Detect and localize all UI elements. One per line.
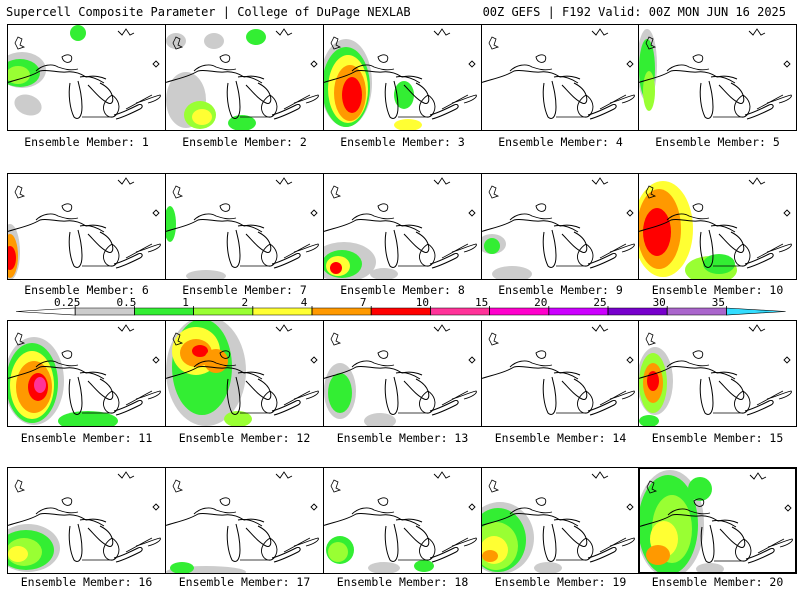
ensemble-member-label: Ensemble Member: 19 bbox=[494, 575, 627, 589]
great-lakes-map bbox=[639, 324, 792, 426]
ensemble-member-map bbox=[7, 24, 166, 131]
ensemble-member-label: Ensemble Member: 17 bbox=[178, 575, 311, 589]
great-lakes-map bbox=[8, 177, 161, 279]
ensemble-member-label: Ensemble Member: 11 bbox=[20, 431, 153, 445]
colorbar-swatch bbox=[311, 307, 372, 316]
ensemble-member-label: Ensemble Member: 10 bbox=[651, 283, 784, 297]
ensemble-member-map bbox=[165, 320, 324, 427]
colorbar-tick-label: 25 bbox=[593, 296, 606, 309]
great-lakes-map bbox=[482, 177, 635, 279]
colorbar-swatch bbox=[430, 307, 490, 316]
ensemble-member-map bbox=[323, 24, 482, 131]
ensemble-member-map bbox=[165, 173, 324, 280]
colorbar-swatch bbox=[252, 307, 313, 316]
colorbar-swatch bbox=[666, 307, 727, 316]
ensemble-member-label: Ensemble Member: 6 bbox=[24, 283, 149, 297]
great-lakes-map bbox=[324, 324, 477, 426]
ensemble-member-label: Ensemble Member: 1 bbox=[24, 135, 149, 149]
ensemble-member-label: Ensemble Member: 7 bbox=[182, 283, 307, 297]
colorbar-tick-label: 10 bbox=[416, 296, 429, 309]
great-lakes-map bbox=[166, 321, 319, 426]
ensemble-member-label: Ensemble Member: 16 bbox=[20, 575, 153, 589]
colorbar-tick-label: 4 bbox=[301, 296, 308, 309]
colorbar-swatch bbox=[74, 307, 135, 316]
great-lakes-map bbox=[8, 471, 161, 572]
great-lakes-map bbox=[8, 324, 161, 426]
ensemble-member-label: Ensemble Member: 14 bbox=[494, 431, 627, 445]
great-lakes-map bbox=[482, 471, 635, 573]
ensemble-member-label: Ensemble Member: 8 bbox=[340, 283, 465, 297]
ensemble-member-label: Ensemble Member: 12 bbox=[178, 431, 311, 445]
ensemble-member-map bbox=[481, 320, 640, 427]
colorbar-tick-label: 35 bbox=[712, 296, 725, 309]
great-lakes-map bbox=[166, 28, 319, 130]
colorbar-tick-label: 0.25 bbox=[54, 296, 81, 309]
great-lakes-map bbox=[166, 177, 319, 279]
colorbar-swatch bbox=[726, 307, 786, 316]
ensemble-member-map bbox=[165, 24, 324, 131]
great-lakes-map bbox=[8, 25, 161, 120]
colorbar-swatch bbox=[370, 307, 431, 316]
colorbar-tick-label: 20 bbox=[534, 296, 547, 309]
colorbar-swatch bbox=[134, 307, 194, 316]
ensemble-member-label: Ensemble Member: 15 bbox=[651, 431, 784, 445]
ensemble-member-label: Ensemble Member: 18 bbox=[336, 575, 469, 589]
ensemble-member-map bbox=[638, 173, 797, 280]
ensemble-member-map bbox=[7, 173, 166, 280]
colorbar-legend: 0.25 0.5 1 2 4 7 10 15 20 25 30 35 bbox=[15, 296, 786, 316]
ensemble-member-map bbox=[638, 320, 797, 427]
great-lakes-map bbox=[640, 470, 793, 572]
ensemble-member-map bbox=[481, 173, 640, 280]
ensemble-member-map bbox=[638, 467, 797, 574]
ensemble-member-map bbox=[638, 24, 797, 131]
colorbar-swatch bbox=[607, 307, 668, 316]
great-lakes-map bbox=[639, 177, 792, 279]
colorbar-swatch bbox=[193, 307, 254, 316]
ensemble-member-map bbox=[7, 320, 166, 427]
great-lakes-map bbox=[482, 324, 635, 416]
colorbar-swatch bbox=[548, 307, 609, 316]
great-lakes-map bbox=[482, 28, 635, 120]
colorbar-tick-label: 2 bbox=[241, 296, 248, 309]
colorbar-tick-label: 1 bbox=[182, 296, 189, 309]
colorbar-tick-label: 15 bbox=[475, 296, 488, 309]
great-lakes-map bbox=[324, 28, 477, 130]
colorbar-tick-label: 30 bbox=[653, 296, 666, 309]
ensemble-member-label: Ensemble Member: 5 bbox=[655, 135, 780, 149]
great-lakes-map bbox=[639, 28, 792, 120]
ensemble-member-map bbox=[481, 467, 640, 574]
ensemble-member-map bbox=[165, 467, 324, 574]
ensemble-member-map bbox=[481, 24, 640, 131]
colorbar-swatch bbox=[489, 307, 550, 316]
ensemble-member-label: Ensemble Member: 20 bbox=[651, 575, 784, 589]
ensemble-member-label: Ensemble Member: 2 bbox=[182, 135, 307, 149]
colorbar-swatch bbox=[15, 307, 76, 316]
ensemble-member-label: Ensemble Member: 4 bbox=[498, 135, 623, 149]
great-lakes-map bbox=[324, 471, 477, 573]
ensemble-member-map bbox=[323, 173, 482, 280]
colorbar-tick-label: 7 bbox=[360, 296, 367, 309]
ensemble-member-label: Ensemble Member: 13 bbox=[336, 431, 469, 445]
header-title: Supercell Composite Parameter | College … bbox=[6, 5, 411, 19]
ensemble-member-label: Ensemble Member: 9 bbox=[498, 283, 623, 297]
great-lakes-map bbox=[324, 177, 477, 279]
great-lakes-map bbox=[166, 471, 319, 573]
header-valid-time: 00Z GEFS | F192 Valid: 00Z MON JUN 16 20… bbox=[482, 5, 786, 19]
ensemble-member-map bbox=[323, 320, 482, 427]
ensemble-member-map bbox=[7, 467, 166, 574]
colorbar-tick-label: 0.5 bbox=[116, 296, 136, 309]
ensemble-member-map bbox=[323, 467, 482, 574]
ensemble-member-label: Ensemble Member: 3 bbox=[340, 135, 465, 149]
